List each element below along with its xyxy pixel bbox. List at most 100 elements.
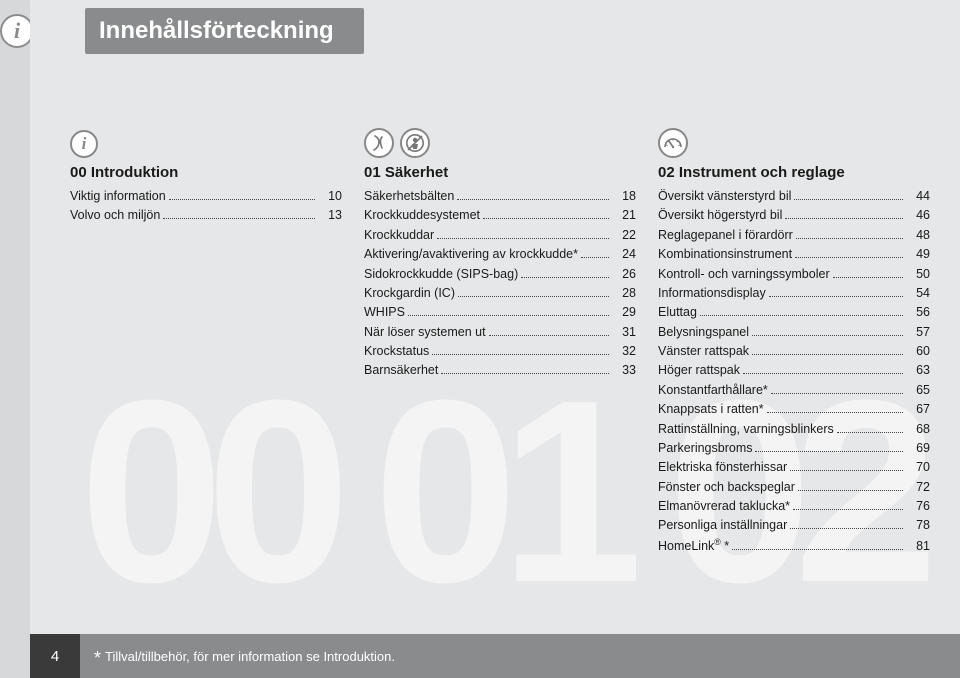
toc-leader-dots [790, 528, 903, 529]
asterisk-icon: * [94, 648, 101, 669]
toc-leader-dots [795, 257, 903, 258]
toc-row: Kontroll- och varningssymboler50 [658, 265, 930, 284]
toc-label: Säkerhetsbälten [364, 187, 454, 206]
toc-row: Krockkuddar 22 [364, 226, 636, 245]
toc-page-number: 44 [906, 187, 930, 206]
toc-leader-dots [755, 451, 903, 452]
toc-page-number: 24 [612, 245, 636, 264]
toc-label: Sidokrockkudde (SIPS-bag) [364, 265, 518, 284]
toc-row: Krockkuddesystemet21 [364, 206, 636, 225]
toc-label: När löser systemen ut [364, 323, 486, 342]
toc-row: Höger rattspak63 [658, 361, 930, 380]
toc-row: Krockgardin (IC) 28 [364, 284, 636, 303]
toc-label: Parkeringsbroms [658, 439, 752, 458]
toc-label: Reglagepanel i förardörr [658, 226, 793, 245]
toc-label: Översikt högerstyrd bil [658, 206, 782, 225]
toc-page-number: 28 [612, 284, 636, 303]
toc-page-number: 68 [906, 420, 930, 439]
toc-row: Parkeringsbroms69 [658, 439, 930, 458]
toc-leader-dots [796, 238, 903, 239]
toc-page-number: 10 [318, 187, 342, 206]
toc-leader-dots [581, 257, 609, 258]
footnote: * Tillval/tillbehör, för mer information… [80, 634, 960, 678]
toc-label: Krockgardin (IC) [364, 284, 455, 303]
toc-row: Viktig information 10 [70, 187, 342, 206]
toc-page-number: 76 [906, 497, 930, 516]
toc-row: HomeLink® * 81 [658, 536, 930, 557]
toc-leader-dots [794, 199, 903, 200]
toc-row: Knappsats i ratten*67 [658, 400, 930, 419]
toc-leader-dots [790, 470, 903, 471]
toc-leader-dots [169, 199, 315, 200]
toc-label: Vänster rattspak [658, 342, 749, 361]
toc-row: Informationsdisplay54 [658, 284, 930, 303]
toc-leader-dots [785, 218, 903, 219]
toc-page-number: 56 [906, 303, 930, 322]
seatbelt-icon [364, 128, 394, 158]
toc-page-number: 18 [612, 187, 636, 206]
toc-row: Översikt högerstyrd bil 46 [658, 206, 930, 225]
toc-label: Volvo och miljön [70, 206, 160, 225]
toc-column-02: 02 [658, 120, 930, 560]
toc-label: Elmanövrerad taklucka* [658, 497, 790, 516]
toc-label: Viktig information [70, 187, 166, 206]
toc-row: Belysningspanel 57 [658, 323, 930, 342]
toc-leader-dots [769, 296, 903, 297]
child-safety-icon [400, 128, 430, 158]
toc-label: Krockkuddar [364, 226, 434, 245]
toc-label: Personliga inställningar [658, 516, 787, 535]
toc-column-01: 01 [364, 120, 636, 560]
toc-leader-dots [441, 373, 609, 374]
toc-leader-dots [521, 277, 609, 278]
toc-leader-dots [700, 315, 903, 316]
toc-page-number: 81 [906, 537, 930, 556]
toc-leader-dots [732, 549, 903, 550]
toc-label: Krockstatus [364, 342, 429, 361]
toc-label: Knappsats i ratten* [658, 400, 764, 419]
toc-label: HomeLink® * [658, 536, 729, 557]
toc-leader-dots [483, 218, 609, 219]
toc-row: Sidokrockkudde (SIPS-bag)26 [364, 265, 636, 284]
toc-row: Reglagepanel i förardörr48 [658, 226, 930, 245]
footnote-text: Tillval/tillbehör, för mer information s… [105, 649, 395, 664]
toc-page-number: 21 [612, 206, 636, 225]
toc-row: Krockstatus 32 [364, 342, 636, 361]
toc-label: Rattinställning, varningsblinkers [658, 420, 834, 439]
toc-page-number: 46 [906, 206, 930, 225]
toc-leader-dots [752, 335, 903, 336]
toc-row: Vänster rattspak60 [658, 342, 930, 361]
toc-columns: 00 i 00 Introduktion Viktig information1… [70, 120, 930, 560]
toc-page-number: 13 [318, 206, 342, 225]
toc-leader-dots [767, 412, 903, 413]
toc-row: Elmanövrerad taklucka* 76 [658, 497, 930, 516]
toc-row: Översikt vänsterstyrd bil 44 [658, 187, 930, 206]
toc-row: Säkerhetsbälten 18 [364, 187, 636, 206]
toc-page-number: 72 [906, 478, 930, 497]
toc-page-number: 50 [906, 265, 930, 284]
toc-leader-dots [489, 335, 609, 336]
toc-page-number: 70 [906, 458, 930, 477]
toc-label: WHIPS [364, 303, 405, 322]
toc-page-number: 54 [906, 284, 930, 303]
toc-page-number: 57 [906, 323, 930, 342]
toc-leader-dots [432, 354, 609, 355]
toc-row: Personliga inställningar78 [658, 516, 930, 535]
toc-page-number: 32 [612, 342, 636, 361]
toc-leader-dots [743, 373, 903, 374]
header-bar: Innehållsförteckning [85, 8, 364, 54]
footer: 4 * Tillval/tillbehör, för mer informati… [30, 634, 960, 678]
toc-label: Belysningspanel [658, 323, 749, 342]
section-heading: 01 Säkerhet [364, 164, 636, 181]
toc-leader-dots [798, 490, 903, 491]
toc-page-number: 29 [612, 303, 636, 322]
toc-page-number: 22 [612, 226, 636, 245]
toc-label: Översikt vänsterstyrd bil [658, 187, 791, 206]
gauge-icon [658, 128, 688, 158]
toc-label: Kombinationsinstrument [658, 245, 792, 264]
toc-row: Elektriska fönsterhissar 70 [658, 458, 930, 477]
toc-leader-dots [457, 199, 609, 200]
toc-row: När löser systemen ut31 [364, 323, 636, 342]
toc-label: Elektriska fönsterhissar [658, 458, 787, 477]
toc-row: Rattinställning, varningsblinkers 68 [658, 420, 930, 439]
page-number: 4 [30, 634, 80, 678]
